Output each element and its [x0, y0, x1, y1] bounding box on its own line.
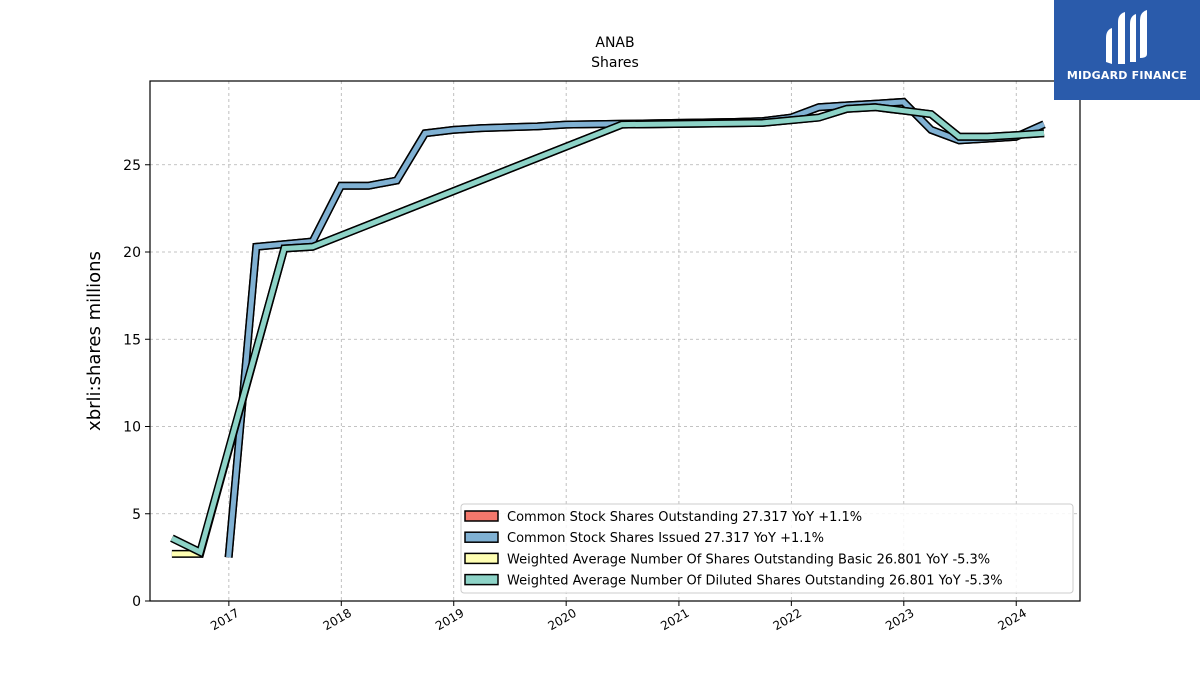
x-tick-label: 2022 [771, 606, 804, 633]
series-stroke [226, 99, 1046, 558]
series-line-2 [224, 97, 1046, 558]
series-stroke [171, 104, 1045, 557]
y-tick-label: 5 [132, 507, 141, 523]
series-lines [170, 97, 1046, 558]
chart-subtitle: Shares [591, 55, 639, 71]
x-tick-label: 2020 [545, 606, 578, 633]
y-tick-label: 15 [123, 332, 141, 348]
series-outline [224, 97, 1046, 558]
series-outline [224, 97, 1046, 558]
x-tick-label: 2018 [321, 606, 354, 633]
x-tick-label: 2023 [883, 606, 916, 633]
y-tick-label: 10 [123, 420, 141, 436]
x-tick-label: 2019 [433, 606, 466, 633]
x-axis: 2017 2018 2019 2020 2021 2022 2023 2024 [208, 601, 1029, 633]
midgard-finance-logo: MIDGARD FINANCE [1054, 0, 1200, 100]
x-tick-label: 2017 [208, 606, 241, 633]
legend-swatch [464, 510, 499, 522]
plot-frame [149, 80, 1081, 602]
legend: Common Stock Shares Outstanding 27.317 Y… [460, 503, 1074, 594]
y-tick-label: 25 [123, 158, 141, 174]
x-tick-label: 2024 [996, 606, 1029, 633]
x-tick-label: 2021 [658, 606, 691, 633]
series-outline [170, 103, 1045, 558]
legend-label: Weighted Average Number Of Shares Outsta… [507, 552, 990, 567]
y-tick-label: 0 [132, 594, 141, 610]
series-outline [171, 103, 1045, 558]
y-axis-label: xbrli:shares millions [84, 251, 105, 431]
legend-label: Common Stock Shares Issued 27.317 YoY +1… [507, 531, 824, 546]
y-axis: 0 5 10 15 20 25 [123, 158, 150, 610]
series-line-4 [170, 103, 1045, 558]
legend-label: Common Stock Shares Outstanding 27.317 Y… [507, 510, 862, 525]
legend-label: Weighted Average Number Of Diluted Share… [507, 574, 1003, 589]
series-line-3 [171, 103, 1045, 558]
legend-swatch [464, 531, 499, 543]
y-tick-label: 20 [123, 245, 141, 261]
logo-text: MIDGARD FINANCE [1066, 69, 1188, 82]
series-line-1 [224, 97, 1046, 558]
legend-swatch [464, 552, 499, 565]
chart-title: ANAB [595, 35, 634, 51]
series-stroke [226, 99, 1046, 558]
series-stroke [170, 104, 1045, 556]
logo-mark-icon [1106, 10, 1147, 64]
legend-box [460, 503, 1074, 594]
legend-swatch [464, 573, 499, 586]
